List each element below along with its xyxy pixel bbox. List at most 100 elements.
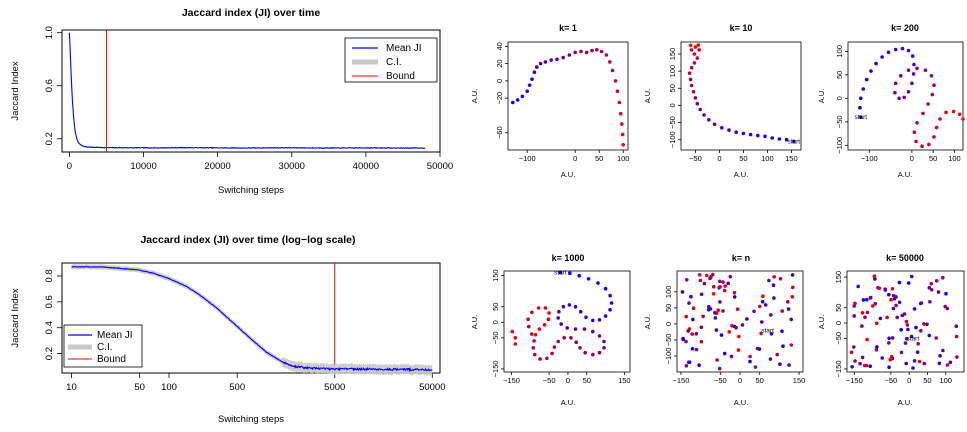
y-tick-label: 150 [668,48,677,61]
scatter-point [712,122,717,127]
chart-title: k= 50000 [886,253,924,263]
scatter-point [718,279,722,284]
scatter-point [695,56,700,60]
panel-k10: k= 10 −50 0 50 100 150−100−50050100150start … [643,23,802,179]
marks: 10 50 100 500 5000 50000 0.2 0.4 0.6 0.8 [44,263,445,393]
scatter-point [904,361,908,366]
scatter-point [865,297,869,302]
y-tick-label: 0 [834,321,843,325]
y-tick-label: −50 [668,116,677,129]
scatter-point [894,303,898,308]
scatter-point [954,324,959,329]
scatter-point [597,350,602,355]
scatter-point [868,295,873,300]
y-tick-label: 0 [491,320,500,324]
scatter-point [565,326,569,330]
scatter-point [615,89,620,93]
x-tick-label: 0 [738,376,742,385]
scatter-point [941,348,945,353]
scatter-point [887,292,891,297]
scatter-point [859,115,863,119]
start-annotation: start [854,114,867,121]
scatter-point [893,47,898,52]
scatter-point [954,334,959,339]
scatter-point [936,290,941,294]
scatter-point [702,281,707,286]
scatter-point [532,70,537,74]
scatter-point [893,90,897,95]
x-tick-label: −150 [503,376,520,385]
scatter-point [716,308,720,313]
x-tick-label: 500 [229,382,245,393]
scatter-point [760,320,764,324]
scatter-point [531,346,536,350]
x-tick-label: −50 [885,376,898,385]
scatter-point [888,358,892,362]
scatter-point [852,345,856,349]
y-tick-label: 100 [835,45,844,58]
y-tick-label: −50 [491,331,500,344]
scatter-point [780,329,784,334]
y-tick-label: 150 [834,271,843,284]
scatter-point [869,69,873,73]
legend-label-bound: Bound [386,71,415,82]
scatter-point [918,301,923,306]
y-tick-label: 150 [491,269,500,282]
scatter-point [603,314,608,318]
scatter-point [921,111,925,116]
scatter-point [790,295,795,299]
scatter-point [892,297,897,301]
x-tick-label: 50 [756,376,764,385]
scatter-point [891,293,896,298]
scatter-point [914,325,918,330]
x-tick-label: 50 [134,382,145,393]
plot-frame [61,262,441,374]
scatter-point [722,351,727,356]
scatter-point [786,307,791,311]
scatter-point [526,317,530,322]
scatter-point [684,339,688,344]
x-tick-label: 50 [923,376,931,385]
scatter-point [711,272,715,277]
x-tick-label: 5000 [324,382,345,393]
scatter-point [734,325,738,330]
scatter-point [784,137,789,142]
scatter-point [887,365,891,370]
scatter-point [872,274,877,279]
scatter-point [951,109,956,114]
y-axis-label: A.U. [470,89,479,104]
legend: Mean JI C.I. Bound [344,37,438,83]
x-tick-label: 10 [66,382,77,393]
scatter-point [925,322,929,327]
scatter-point [573,50,577,55]
scatter-point [557,309,561,314]
scatter-point [899,74,903,78]
chart-title: k= n [732,253,750,263]
scatter-point [899,350,904,355]
scatter-point [684,364,689,368]
x-tick-label: 100 [761,154,774,163]
scatter-point [697,363,701,368]
scatter-point [530,332,534,336]
scatter-point [693,96,698,100]
scatter-point [729,354,734,359]
scatter-point [932,83,936,87]
scatter-point [787,363,791,367]
y-tick-label: −150 [491,360,500,377]
scatter-point [713,316,718,320]
scatter-point [927,333,932,338]
scatter-point [915,121,919,125]
y-tick-label: −60 [495,126,504,139]
scatter-point [582,327,587,331]
scatter-point [906,90,911,94]
scatter-point [886,50,891,55]
x-tick-label: 100 [948,154,961,163]
x-tick-label: −50 [714,376,727,385]
y-tick-label: 40 [495,42,504,50]
scatter-point [555,57,559,62]
scatter-point [707,304,711,309]
x-tick-label: 0 [566,376,570,385]
y-tick-label: 50 [834,304,843,312]
y-tick-label: 50 [668,84,677,92]
scatter-point [510,329,515,334]
